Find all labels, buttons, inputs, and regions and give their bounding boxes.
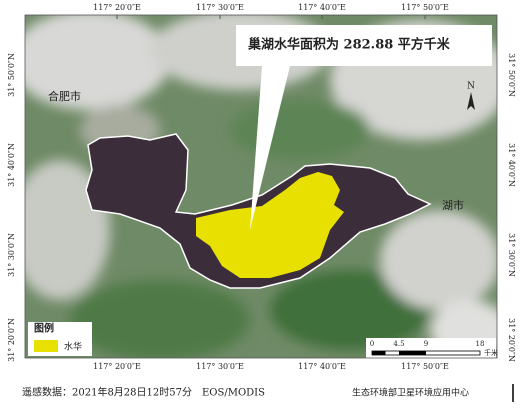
scale-label: 0 [370,340,374,348]
lat-label: 31° 40′0″N [507,143,516,187]
legend-label: 水华 [64,341,82,353]
lat-label: 31° 20′0″N [7,318,16,362]
lon-label: 117° 40′0″E [298,362,346,371]
lon-label: 117° 30′0″E [196,362,244,371]
footer-source: 遥感数据：2021年8月28日12时57分 EOS/MODIS [22,386,265,399]
lat-label: 31° 50′0″N [7,53,16,97]
lat-label: 31° 30′0″N [7,233,16,277]
lat-label: 31° 30′0″N [507,233,516,277]
scale-seg [399,351,426,355]
legend-title: 图例 [34,322,54,335]
scale-label: 9 [424,340,428,348]
scale-label: 18 [476,340,485,348]
lon-label: 117° 30′0″E [196,3,244,12]
legend-swatch [34,340,58,352]
north-arrow [467,92,475,110]
footer-agency: 生态环境部卫星环境应用中心 [352,387,469,399]
callout-text: 巢湖水华面积为 282.88 平方千米 [247,37,451,53]
callout-box [236,25,492,230]
city-label: 合肥市 [48,89,81,103]
lat-label: 31° 20′0″N [507,318,516,362]
north-label: N [467,82,475,92]
scale-label: 4.5 [393,340,404,348]
algal-bloom [196,172,344,278]
scale-seg [372,351,386,355]
lon-label: 117° 40′0″E [298,3,346,12]
lon-label: 117° 20′0″E [93,3,141,12]
lon-label: 117° 50′0″E [401,362,449,371]
satellite-image: 巢湖水华面积为 282.88 平方千米 合肥市 湖市 N 图例 水华 [25,15,497,358]
lon-label: 117° 50′0″E [401,3,449,12]
scale-unit: 千米 [484,348,498,357]
map-frame [24,14,498,359]
lon-label: 117° 20′0″E [93,362,141,371]
city-label: 湖市 [442,198,464,212]
lat-label: 31° 40′0″N [7,143,16,187]
lat-label: 31° 50′0″N [507,53,516,97]
